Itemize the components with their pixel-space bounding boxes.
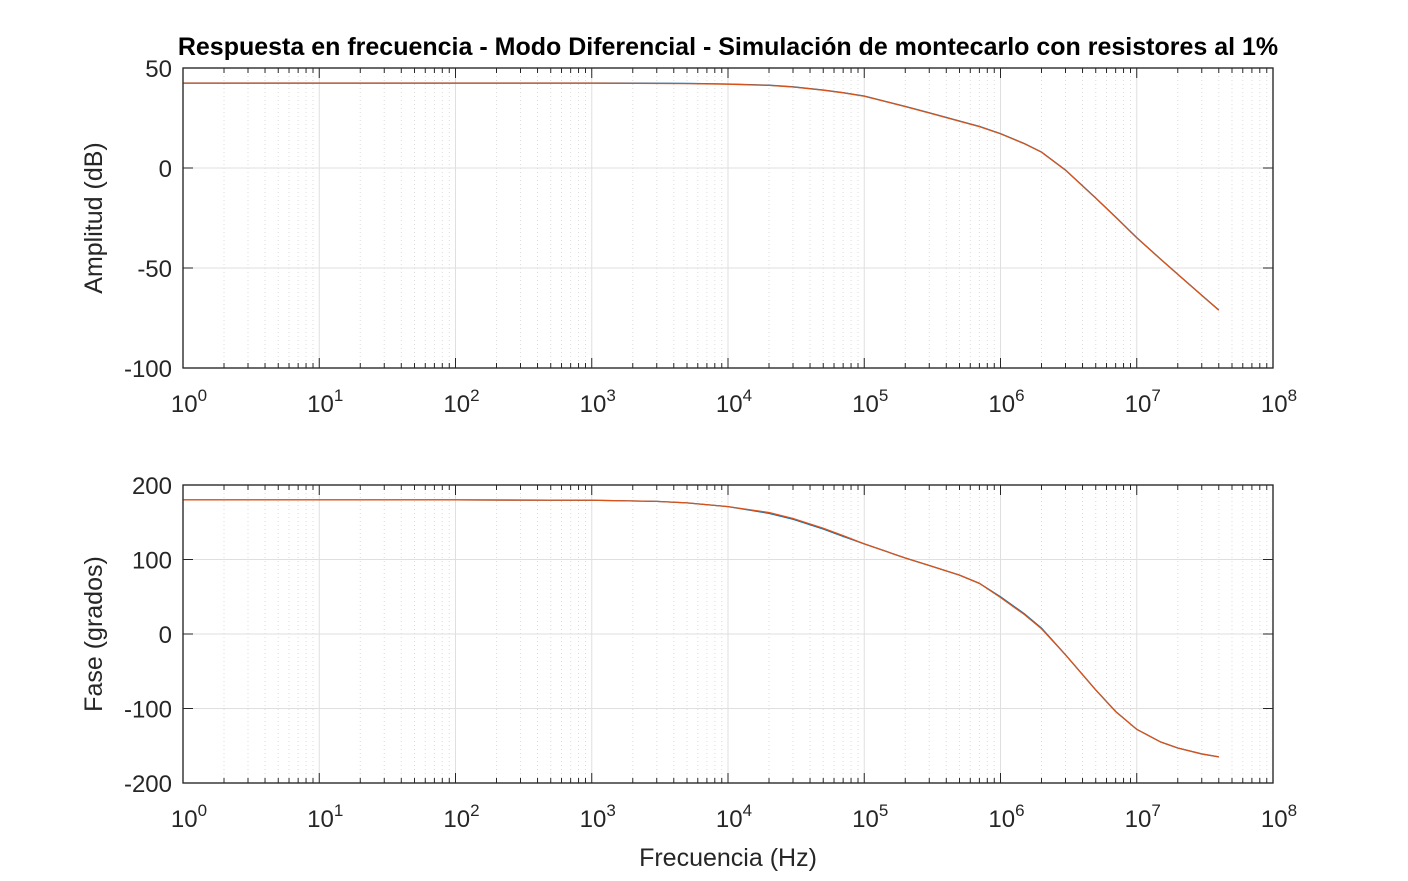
tick-base: 10 <box>988 806 1015 833</box>
phase-series <box>183 499 1219 758</box>
amplitude-y-tick-label: 50 <box>145 56 172 83</box>
amplitude-y-tick-label: -50 <box>137 256 172 283</box>
phase-y-tick-label: 0 <box>159 622 172 649</box>
amplitude-x-tick-label: 103 <box>580 386 616 418</box>
tick-base: 10 <box>1125 391 1152 418</box>
amplitude-axes-frame <box>182 67 1274 369</box>
amplitude-series-2-line <box>183 82 1220 311</box>
amplitude-x-tick-label: 108 <box>1261 386 1297 418</box>
tick-base: 10 <box>171 806 198 833</box>
amplitude-tick-marks <box>182 67 1274 369</box>
phase-y-tick-label: -100 <box>124 697 172 724</box>
tick-base: 10 <box>307 806 334 833</box>
phase-y-axis-label: Fase (grados) <box>80 556 108 712</box>
phase-x-tick-label: 103 <box>580 801 616 833</box>
tick-exponent: 8 <box>1288 386 1297 405</box>
amplitude-y-tick-labels: -100 -50 0 50 <box>124 56 172 383</box>
x-axis-label: Frecuencia (Hz) <box>639 844 817 872</box>
tick-base: 10 <box>307 391 334 418</box>
phase-y-tick-labels: -200 -100 0 100 200 <box>124 473 172 798</box>
chart-title: Respuesta en frecuencia - Modo Diferenci… <box>178 33 1278 61</box>
amplitude-x-tick-label: 100 <box>171 386 207 418</box>
tick-base: 10 <box>443 391 470 418</box>
phase-y-tick-label: 100 <box>132 548 172 575</box>
phase-x-tick-label: 102 <box>443 801 479 833</box>
amplitude-y-axis-label: Amplitud (dB) <box>80 142 108 293</box>
tick-base: 10 <box>716 806 743 833</box>
amplitude-x-tick-label: 106 <box>988 386 1024 418</box>
phase-tick-marks <box>182 484 1274 784</box>
phase-x-tick-labels: 100 101 102 103 104 105 106 107 108 <box>171 801 1297 833</box>
tick-base: 10 <box>1125 806 1152 833</box>
amplitude-x-tick-label: 107 <box>1125 386 1161 418</box>
amplitude-x-tick-label: 101 <box>307 386 343 418</box>
tick-exponent: 4 <box>743 801 752 820</box>
phase-plot: 100 101 102 103 104 105 106 107 108 -200-1000100… <box>80 473 1297 872</box>
tick-exponent: 0 <box>198 386 207 405</box>
amplitude-x-tick-label: 105 <box>852 386 888 418</box>
phase-x-tick-label: 104 <box>716 801 752 833</box>
phase-x-tick-label: 105 <box>852 801 888 833</box>
tick-exponent: 7 <box>1151 386 1160 405</box>
amplitude-y-tick-label: -100 <box>124 356 172 383</box>
phase-x-tick-label: 107 <box>1125 801 1161 833</box>
tick-base: 10 <box>171 391 198 418</box>
tick-exponent: 8 <box>1288 801 1297 820</box>
tick-exponent: 6 <box>1015 801 1024 820</box>
phase-axes-frame <box>182 484 1274 784</box>
tick-base: 10 <box>580 806 607 833</box>
tick-exponent: 1 <box>334 801 343 820</box>
tick-exponent: 3 <box>606 801 615 820</box>
tick-base: 10 <box>716 391 743 418</box>
tick-base: 10 <box>580 391 607 418</box>
tick-exponent: 7 <box>1151 801 1160 820</box>
tick-exponent: 2 <box>470 386 479 405</box>
tick-base: 10 <box>852 391 879 418</box>
tick-exponent: 5 <box>879 801 888 820</box>
tick-exponent: 3 <box>606 386 615 405</box>
tick-base: 10 <box>443 806 470 833</box>
tick-exponent: 0 <box>198 801 207 820</box>
tick-base: 10 <box>988 391 1015 418</box>
phase-x-tick-label: 106 <box>988 801 1024 833</box>
phase-x-tick-label: 101 <box>307 801 343 833</box>
tick-exponent: 6 <box>1015 386 1024 405</box>
tick-base: 10 <box>852 806 879 833</box>
tick-exponent: 5 <box>879 386 888 405</box>
amplitude-x-tick-label: 102 <box>443 386 479 418</box>
amplitude-y-tick-label: 0 <box>159 156 172 183</box>
amplitude-x-tick-labels: 100 101 102 103 104 105 106 107 108 <box>171 386 1297 418</box>
tick-exponent: 4 <box>743 386 752 405</box>
tick-base: 10 <box>1261 391 1288 418</box>
phase-series-2-line <box>183 499 1219 758</box>
phase-x-tick-label: 108 <box>1261 801 1297 833</box>
tick-base: 10 <box>1261 806 1288 833</box>
amplitude-x-tick-label: 104 <box>716 386 752 418</box>
tick-exponent: 2 <box>470 801 479 820</box>
tick-exponent: 1 <box>334 386 343 405</box>
phase-y-tick-label: -200 <box>124 771 172 798</box>
amplitude-series <box>183 82 1220 311</box>
phase-x-tick-label: 100 <box>171 801 207 833</box>
phase-y-tick-label: 200 <box>132 473 172 500</box>
